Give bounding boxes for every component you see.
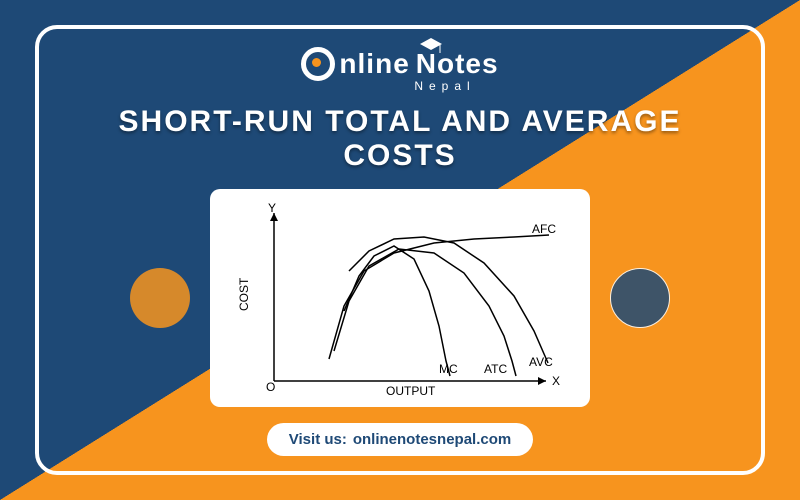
chart-card: O X Y OUTPUT COST MC ATC AVC AFC xyxy=(210,189,590,407)
logo-notes-wrap: Notes xyxy=(416,48,499,80)
decor-circle-right xyxy=(610,268,670,328)
logo-o-icon xyxy=(301,47,335,81)
curve-label-afc: AFC xyxy=(532,222,556,236)
brand-logo: nline Notes Nepal xyxy=(301,47,498,93)
curve-label-avc: AVC xyxy=(529,355,553,369)
curve-mc xyxy=(344,246,450,376)
x-end-label: X xyxy=(552,374,560,388)
logo-main-row: nline Notes xyxy=(301,47,498,81)
logo-sub-text: Nepal xyxy=(324,79,475,93)
visit-url: onlinenotesnepal.com xyxy=(353,431,511,448)
curve-avc xyxy=(349,237,548,363)
content-frame: nline Notes Nepal SHORT-RUN TOTAL AND AV… xyxy=(35,25,765,475)
banner-container: nline Notes Nepal SHORT-RUN TOTAL AND AV… xyxy=(0,0,800,500)
x-axis-arrow-icon xyxy=(538,377,546,385)
logo-text-online: nline xyxy=(339,48,409,80)
x-axis-label: OUTPUT xyxy=(386,384,436,395)
curves-group xyxy=(329,235,549,376)
curve-afc xyxy=(329,235,549,359)
decor-circle-left xyxy=(130,268,190,328)
curve-label-mc: MC xyxy=(439,362,458,376)
visit-label: Visit us: xyxy=(289,431,347,448)
y-axis-label: COST xyxy=(237,277,251,311)
origin-label: O xyxy=(266,380,275,394)
page-title: SHORT-RUN TOTAL AND AVERAGE COSTS xyxy=(59,105,741,173)
visit-link[interactable]: Visit us: onlinenotesnepal.com xyxy=(267,423,533,456)
graduation-cap-icon xyxy=(418,36,444,56)
curve-label-atc: ATC xyxy=(484,362,507,376)
y-end-label: Y xyxy=(268,201,276,215)
cost-curves-chart: O X Y OUTPUT COST MC ATC AVC AFC xyxy=(226,201,574,395)
logo-text-notes: otes xyxy=(437,48,499,79)
